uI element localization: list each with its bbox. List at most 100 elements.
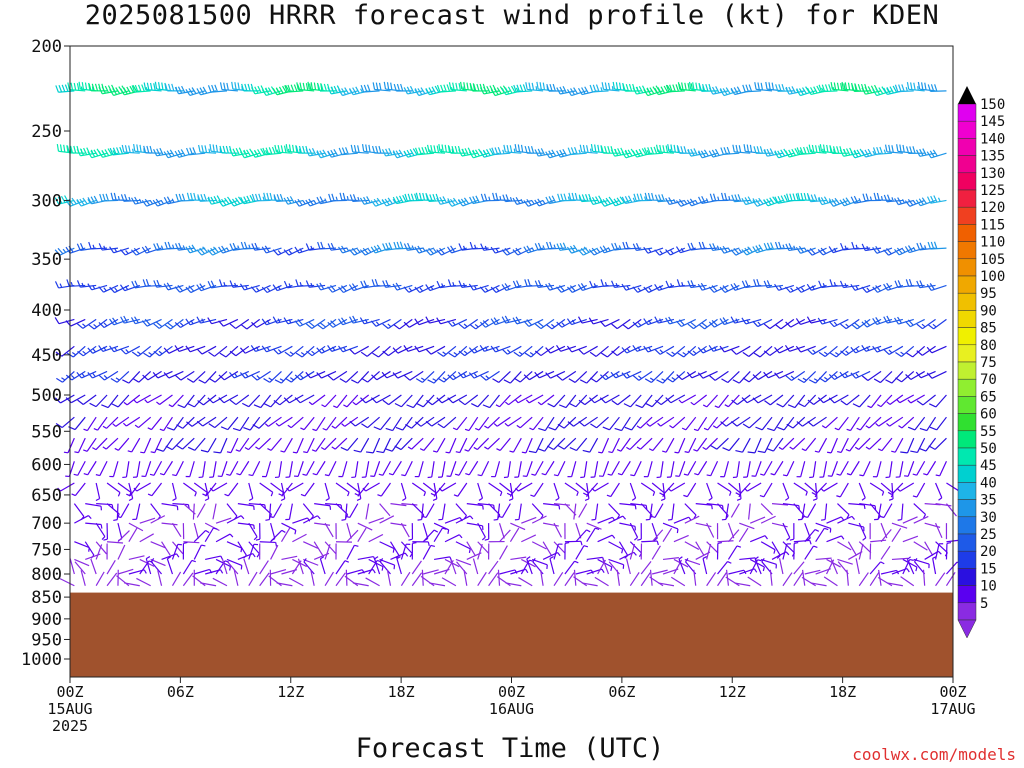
barb-flag (438, 144, 441, 152)
barb-staff (840, 437, 849, 453)
wind-barb (538, 416, 555, 432)
barb-flag (643, 286, 650, 293)
barb-staff (869, 482, 884, 493)
wind-barb (192, 503, 195, 520)
barb-flag (458, 149, 463, 157)
barb-flag (774, 346, 780, 354)
barb-staff (139, 517, 156, 524)
barb-flag (873, 378, 881, 384)
barb-flag (557, 193, 561, 201)
barb-flag (839, 280, 844, 288)
barb-staff (248, 544, 255, 560)
barb-staff (315, 416, 326, 431)
barb-half-flag (126, 493, 131, 497)
wind-barb (513, 345, 533, 357)
barb-flag (861, 375, 869, 381)
wind-barb (776, 394, 795, 408)
barb-flag (479, 150, 485, 158)
wind-barb (693, 416, 708, 432)
wind-barb (760, 503, 773, 516)
wind-barb (400, 482, 407, 501)
barb-flag (341, 317, 347, 325)
barb-flag (842, 148, 848, 156)
barb-staff (499, 482, 513, 494)
barb-flag (621, 347, 628, 354)
barb-flag (774, 151, 780, 159)
wind-barb (614, 416, 631, 432)
barb-flag (130, 317, 136, 325)
barb-flag (418, 192, 422, 201)
barb-staff (346, 394, 359, 408)
wind-barb (902, 516, 918, 524)
barb-flag (818, 351, 826, 358)
barb-flag (130, 249, 137, 256)
wind-barb (545, 370, 566, 379)
barb-flag (241, 83, 245, 92)
barb-flag (388, 242, 393, 250)
barb-flag (218, 397, 225, 404)
barb-flag (611, 323, 618, 330)
barb-flag (77, 399, 84, 405)
wind-barb (796, 461, 806, 478)
wind-barb (403, 370, 424, 381)
wind-barb (665, 197, 685, 206)
barb-flag (502, 194, 506, 202)
barb-flag (210, 196, 216, 204)
barb-staff (847, 541, 857, 556)
barb-flag (351, 379, 359, 384)
barb-flag (139, 144, 142, 153)
barb-half-flag (516, 424, 521, 429)
barb-half-flag (529, 352, 534, 356)
barb-flag (515, 196, 521, 204)
wind-barb (883, 315, 903, 324)
barb-staff (922, 345, 936, 356)
barb-flag (128, 145, 131, 153)
barb-staff (303, 515, 318, 524)
barb-flag (164, 241, 168, 250)
barb-flag (263, 403, 272, 408)
barb-half-flag (896, 487, 901, 492)
barb-flag (407, 242, 412, 251)
wind-barb (303, 558, 319, 566)
barb-flag (493, 317, 499, 324)
barb-flag (659, 144, 662, 153)
wind-barb (259, 541, 278, 547)
barb-flag (658, 194, 662, 202)
barb-half-flag (442, 377, 447, 381)
wind-barb (612, 81, 631, 92)
wind-barb (657, 416, 675, 427)
barb-staff (157, 370, 173, 379)
barb-half-flag (846, 428, 851, 432)
barb-staff (693, 394, 708, 406)
barb-half-flag (684, 451, 689, 454)
barb-flag (697, 347, 704, 354)
barb-flag (754, 82, 757, 90)
barb-staff (163, 416, 173, 431)
barb-half-flag (724, 404, 729, 408)
wind-barb (349, 345, 369, 355)
barb-flag (503, 379, 511, 384)
barb-flag (436, 145, 440, 153)
wind-barb (553, 541, 566, 554)
wind-barb (508, 482, 514, 501)
barb-staff (380, 416, 391, 431)
barb-half-flag (452, 281, 455, 287)
barb-flag (455, 82, 458, 91)
barb-staff (684, 541, 700, 550)
wind-barb (697, 149, 718, 159)
barb-staff (85, 522, 102, 526)
barb-half-flag (266, 319, 270, 325)
barb-flag (667, 144, 670, 152)
barb-staff (441, 461, 446, 478)
barb-half-flag (694, 473, 699, 476)
barb-staff (346, 522, 352, 539)
barb-staff (299, 394, 315, 404)
wind-barb (185, 284, 206, 294)
barb-half-flag (855, 244, 858, 249)
wind-barb (782, 543, 791, 560)
barb-half-flag (861, 497, 866, 501)
wind-barb (379, 503, 391, 517)
wind-barb (490, 345, 511, 353)
barb-flag (294, 374, 301, 381)
barb-flag (66, 279, 70, 287)
